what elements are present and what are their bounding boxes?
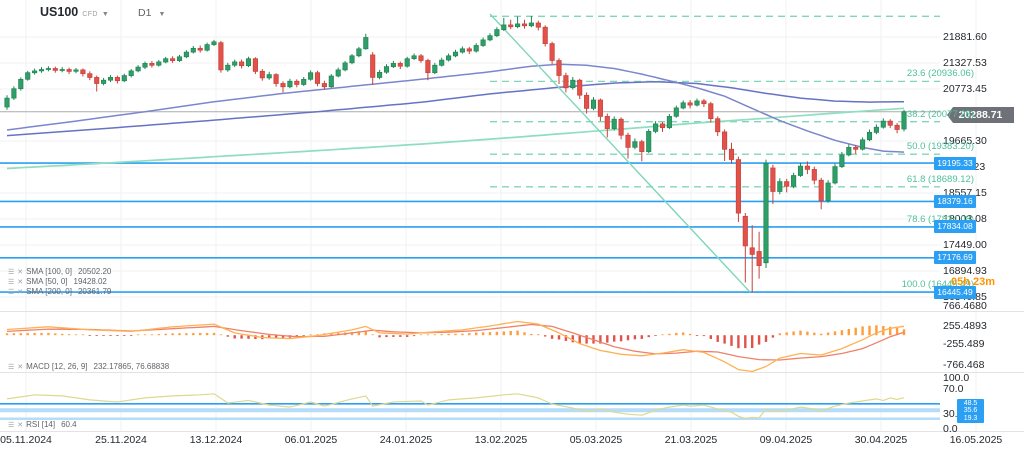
- rsi-level-badge[interactable]: 19.3: [957, 414, 984, 424]
- level-price-badge[interactable]: 16445.49: [934, 285, 976, 299]
- indicator-value: 20502.20: [77, 267, 112, 276]
- level-price-badge[interactable]: 18379.16: [934, 194, 976, 208]
- legend-sma-100: ☰ ✕ SMA [100, 0] 20502.20: [8, 267, 111, 276]
- macd-axis-label: -255.489: [943, 337, 985, 350]
- level-price-badge[interactable]: 17834.08: [934, 220, 976, 234]
- price-axis-label: 19665.30: [943, 135, 987, 147]
- price-axis-label: 17449.00: [943, 239, 987, 251]
- date-axis-label: 05.11.2024: [0, 434, 52, 446]
- legend-macd: ☰ ✕ MACD [12, 26, 9] 232.17865, 76.68838: [8, 362, 169, 371]
- indicator-remove-icon[interactable]: ✕: [17, 279, 24, 286]
- indicator-label: SMA [100, 0]: [26, 267, 72, 276]
- symbol-selector[interactable]: US100 CFD ▼: [40, 5, 109, 19]
- indicator-label: SMA [200, 0]: [26, 287, 72, 296]
- timeframe-label: D1: [138, 7, 152, 19]
- rsi-axis-label: 100.0: [943, 371, 970, 384]
- chevron-down-icon: ▼: [158, 11, 166, 18]
- fib-level-label: 50.0 (19383.20): [906, 141, 974, 153]
- indicator-label: SMA [50, 0]: [26, 277, 68, 286]
- indicator-settings-icon[interactable]: ☰: [8, 289, 15, 296]
- legend-sma-200: ☰ ✕ SMA [200, 0] 20361.79: [8, 287, 111, 296]
- price-axis-label: 16894.93: [943, 265, 987, 277]
- indicator-settings-icon[interactable]: ☰: [8, 364, 15, 371]
- indicator-remove-icon[interactable]: ✕: [17, 289, 24, 296]
- date-axis-label: 25.11.2024: [95, 434, 147, 446]
- date-axis-label: 13.02.2025: [474, 434, 528, 446]
- rsi-level-badge[interactable]: 35.6: [957, 405, 984, 415]
- indicator-value: 20361.79: [77, 287, 112, 296]
- date-axis-label: 16.05.2025: [949, 434, 1003, 446]
- level-price-badge[interactable]: 19195.33: [934, 156, 976, 170]
- instrument-type-label: CFD: [82, 11, 98, 18]
- fib-level-label: 61.8 (18689.12): [906, 173, 974, 185]
- legend-rsi: ☰ ✕ RSI [14] 60.4: [8, 420, 77, 429]
- date-axis-label: 24.01.2025: [379, 434, 433, 446]
- fib-level-label: 38.2 (20077.28): [906, 108, 974, 120]
- price-axis-label: 20773.45: [943, 83, 987, 95]
- date-axis-label: 21.03.2025: [664, 434, 718, 446]
- price-axis-label: 21327.53: [943, 57, 987, 69]
- fib-level-label: 23.6 (20936.06): [906, 68, 974, 80]
- indicator-remove-icon[interactable]: ✕: [17, 364, 24, 371]
- level-price-badge[interactable]: 17176.69: [934, 251, 976, 265]
- fib-level-label: 100.0 (16445.49): [901, 279, 974, 291]
- current-price-badge: 20288.71: [947, 107, 1014, 123]
- symbol-label: US100: [40, 5, 79, 19]
- rsi-level-badge[interactable]: 48.5: [957, 399, 984, 409]
- date-axis-label: 30.04.2025: [854, 434, 908, 446]
- macd-axis-label: -766.468: [943, 358, 985, 371]
- indicator-label: MACD [12, 26, 9]: [26, 362, 88, 371]
- indicator-value: 60.4: [61, 420, 77, 429]
- date-axis-label: 13.12.2024: [189, 434, 243, 446]
- indicator-value: 19428.02: [73, 277, 107, 286]
- timeframe-selector[interactable]: D1 ▼: [138, 7, 165, 19]
- date-axis-label: 05.03.2025: [569, 434, 623, 446]
- indicator-value: 232.17865, 76.68838: [93, 362, 170, 371]
- rsi-axis-label: 70.0: [943, 382, 964, 395]
- macd-axis-label: 255.4893: [943, 319, 987, 332]
- indicator-remove-icon[interactable]: ✕: [17, 422, 24, 429]
- fib-level-label: 78.6 (17834.08): [906, 213, 974, 225]
- macd-axis-label: 766.4680: [943, 300, 987, 312]
- indicator-settings-icon[interactable]: ☰: [8, 269, 15, 276]
- price-axis-label: 21881.60: [943, 31, 987, 43]
- indicator-settings-icon[interactable]: ☰: [8, 279, 15, 286]
- indicator-settings-icon[interactable]: ☰: [8, 422, 15, 429]
- indicator-label: RSI [14]: [26, 420, 56, 429]
- date-axis-label: 06.01.2025: [284, 434, 338, 446]
- rsi-axis-label: 0.0: [943, 422, 958, 435]
- candle-countdown: 05h 23m: [951, 276, 996, 288]
- legend-sma-50: ☰ ✕ SMA [50, 0] 19428.02: [8, 277, 107, 286]
- chevron-down-icon: ▼: [101, 11, 109, 18]
- date-axis-label: 09.04.2025: [759, 434, 813, 446]
- indicator-remove-icon[interactable]: ✕: [17, 269, 24, 276]
